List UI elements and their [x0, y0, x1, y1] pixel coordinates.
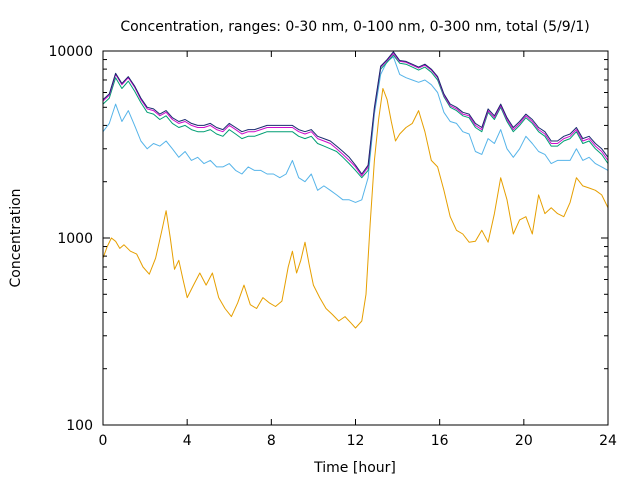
series-line-3 — [102, 54, 609, 179]
x-tick-label: 0 — [99, 433, 108, 449]
series-line-2 — [102, 56, 609, 203]
y-tick-label: 1000 — [57, 231, 93, 247]
y-tick-label: 10000 — [48, 44, 93, 60]
y-tick-label: 100 — [66, 418, 93, 434]
series-line-5 — [102, 51, 609, 175]
x-tick-label: 8 — [267, 433, 276, 449]
series-layer — [102, 51, 609, 329]
y-axis-label: Concentration — [8, 188, 24, 287]
series-line-4 — [102, 53, 609, 177]
x-tick-label: 20 — [515, 433, 533, 449]
x-axis-label: Time [hour] — [313, 460, 396, 476]
chart-title: Concentration, ranges: 0-30 nm, 0-100 nm… — [120, 19, 589, 35]
series-line-1 — [102, 88, 609, 329]
x-tick-label: 24 — [599, 433, 617, 449]
x-tick-label: 12 — [347, 433, 365, 449]
tick-layer: 0 4 8 12 16 20 24 100 1000 10000 — [48, 44, 617, 449]
x-tick-label: 4 — [183, 433, 192, 449]
x-tick-label: 16 — [431, 433, 449, 449]
